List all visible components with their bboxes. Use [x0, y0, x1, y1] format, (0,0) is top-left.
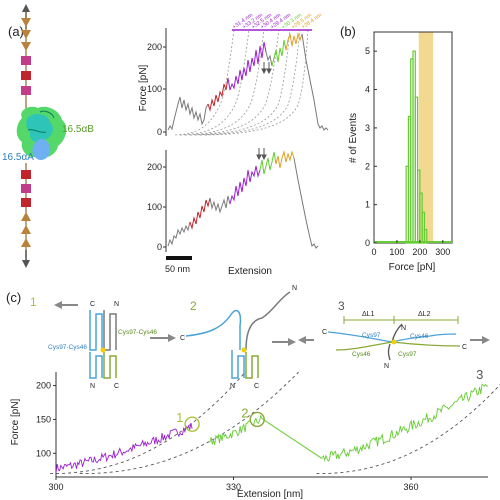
c-terminus: C: [90, 301, 95, 308]
x-tick-label: 330: [226, 482, 241, 492]
marker-circle: [184, 416, 200, 432]
x-axis-label-c: Extension [nm]: [237, 489, 303, 500]
fit-curve-2: [79, 371, 299, 475]
contour-labels: +31.4 nm +33.2 nm +32.5 nm +30.4 nm +29.…: [232, 12, 324, 30]
panel-label-c: (c): [6, 290, 21, 305]
y-tick-label: 200: [36, 381, 51, 391]
x-tick-label: 100: [389, 247, 404, 257]
y-tick: 0: [157, 127, 162, 137]
y-tick-label: 100: [36, 448, 51, 458]
marker-label: 2: [241, 405, 248, 420]
x-tick-label: 0: [371, 247, 376, 257]
step-2-diagram: 2 C N N C: [180, 285, 297, 390]
disulfide-label-left: Cys97-Cys46: [48, 344, 87, 351]
triangle-icon: [21, 212, 31, 221]
y-tick-label: 3: [365, 123, 370, 133]
force-extension-chart: 100 150 200 300 330 360 1 2 3: [36, 367, 500, 492]
marker-label: 1: [176, 410, 183, 425]
triangle-icon: [21, 18, 31, 27]
delta-l1-label: ΔL1: [362, 311, 375, 318]
n-terminus: N: [401, 325, 406, 332]
cys46-label: Cys46: [410, 333, 429, 340]
y-tick: 0: [157, 242, 162, 252]
n-terminus: N: [292, 285, 297, 292]
c-terminus: C: [254, 383, 259, 390]
marker-label: 3: [476, 367, 483, 382]
triangle-icon: [21, 30, 31, 39]
triangle-icon: [21, 238, 31, 247]
protein-structure: [16, 106, 67, 160]
trace-segment-3: [321, 383, 489, 462]
triangle-icon: [21, 225, 31, 234]
c-terminus: C: [322, 329, 327, 336]
c-terminus: C: [180, 335, 185, 342]
arrows: [256, 148, 267, 161]
y-axis-label-c: Force [pN]: [10, 398, 21, 445]
arrows: [261, 62, 272, 75]
scale-bar-label: 50 nm: [165, 264, 190, 274]
cys97-label: Cys97: [398, 351, 417, 358]
x-tick-label: 200: [412, 247, 427, 257]
force-trace-top: 200 100 0 +31.4 nm +33.2 nm +32.5 nm +30…: [147, 12, 329, 137]
panel-label-b: (b): [340, 24, 356, 39]
rupture-line: [262, 419, 323, 460]
y-tick-label: 5: [365, 46, 370, 56]
delta-l2-label: ΔL2: [418, 311, 431, 318]
fit-curve-3: [316, 384, 500, 475]
x-tick-label: 300: [435, 247, 450, 257]
x-tick-label: 360: [404, 482, 419, 492]
c-terminus: C: [114, 383, 119, 390]
y-tick: 200: [147, 162, 162, 172]
y-axis-label-a: Force [pN]: [138, 64, 149, 111]
triangle-icon: [21, 42, 31, 51]
x-axis-label-a: Extension: [228, 266, 272, 277]
step-2-number: 2: [190, 299, 197, 313]
shaded-range: [418, 32, 434, 243]
step-3-diagram: 3 ΔL1 ΔL2 C Cys97 Cys46 Cys46 Cys97 N N …: [298, 299, 490, 370]
y-tick-label: 150: [36, 414, 51, 424]
trace-segment-1: [55, 423, 193, 473]
y-tick-label: 4: [365, 85, 370, 95]
n-terminus: N: [230, 383, 235, 390]
cys46-label: Cys46: [352, 351, 371, 358]
square-icon: [21, 198, 31, 207]
force-trace-bottom: 200 100 0 50 nm Extension: [147, 148, 319, 277]
y-axis-label-b: # of Events: [348, 113, 359, 163]
scale-bar: [166, 256, 192, 260]
alpha-a-label: 16.5αA: [2, 152, 34, 163]
x-tick-label: 300: [48, 482, 63, 492]
square-icon: [21, 56, 31, 65]
trace-segment-2: [209, 414, 264, 445]
fit-curve-1: [50, 371, 246, 475]
square-icon: [21, 170, 31, 179]
y-tick: 100: [147, 84, 162, 94]
y-tick-label: 2: [365, 161, 370, 171]
step-1-diagram: 1 C N Cys97-Cys46 Cys97-Cys46 N C: [30, 295, 157, 390]
step-1-number: 1: [30, 295, 37, 309]
square-icon: [21, 71, 31, 80]
n-terminus: N: [384, 363, 389, 370]
panel-label-a: (a): [8, 24, 24, 39]
n-terminus: N: [114, 301, 119, 308]
step-3-number: 3: [338, 299, 345, 313]
histogram: 0 1 2 3 4 5 0 100 200 300: [365, 31, 453, 257]
protein-chain: 16.5αB 16.5αA: [2, 4, 94, 268]
y-tick: 200: [147, 42, 162, 52]
square-icon: [21, 86, 31, 95]
x-axis-label-b: Force [pN]: [389, 262, 436, 273]
y-tick-label: 0: [365, 238, 370, 248]
y-tick: 100: [147, 202, 162, 212]
c-terminus: C: [462, 344, 467, 351]
y-tick-label: 1: [365, 200, 370, 210]
marker-circle: [249, 411, 265, 428]
square-icon: [21, 184, 31, 193]
cys97-label: Cys97: [362, 332, 381, 339]
disulfide-label-right: Cys97-Cys46: [118, 329, 157, 336]
alpha-b-label: 16.5αB: [62, 124, 94, 135]
n-terminus: N: [90, 383, 95, 390]
